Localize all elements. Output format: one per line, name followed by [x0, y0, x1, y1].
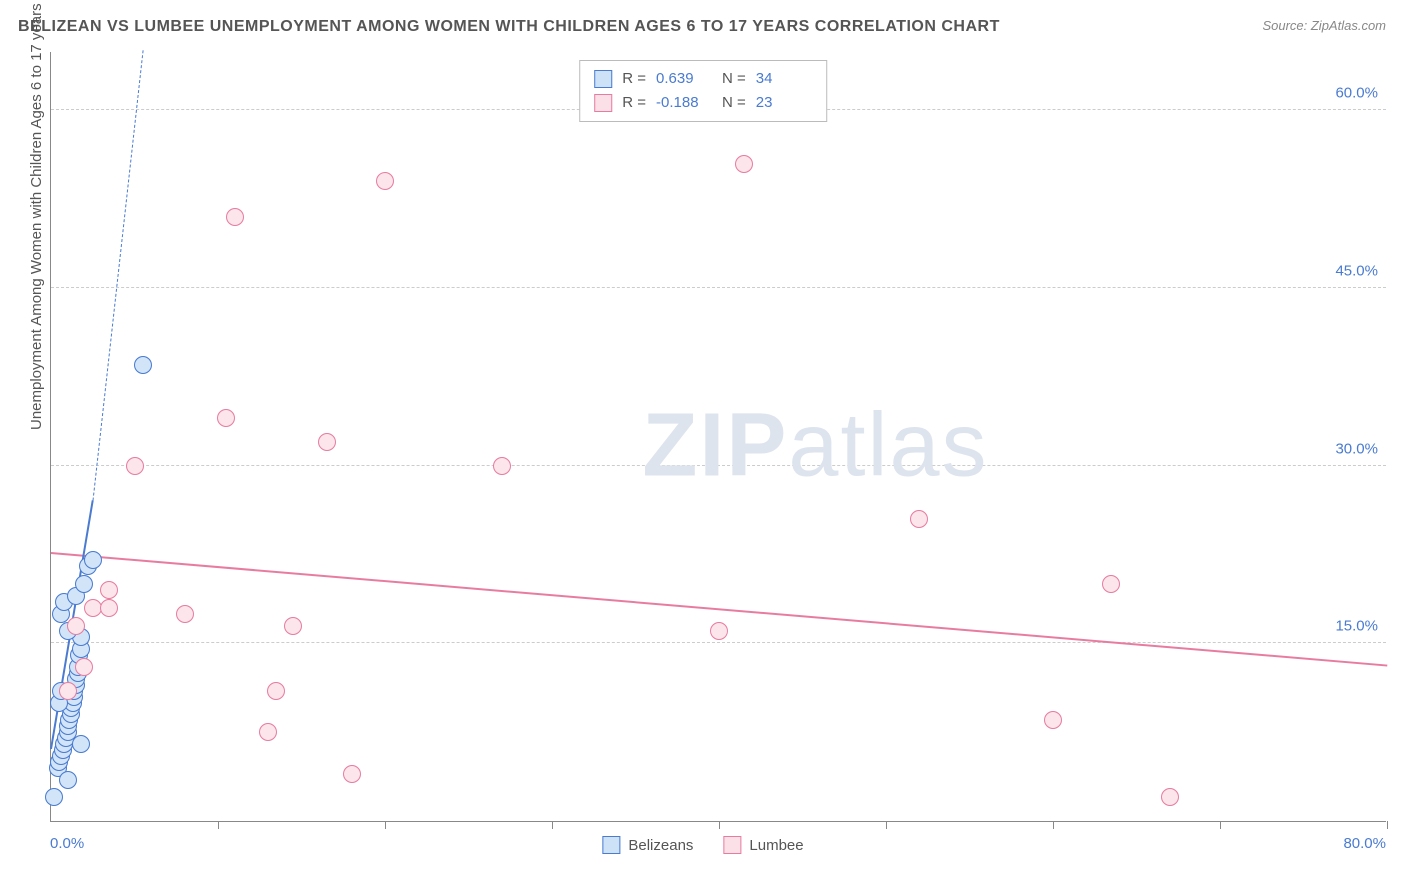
y-tick-label: 15.0% — [1335, 618, 1378, 635]
legend-n-label: N = — [722, 67, 746, 91]
x-tick — [385, 821, 386, 829]
data-point — [1161, 788, 1179, 806]
legend-swatch — [723, 836, 741, 854]
data-point — [259, 723, 277, 741]
data-point — [75, 575, 93, 593]
legend-n-label: N = — [722, 91, 746, 115]
data-point — [226, 208, 244, 226]
gridline — [51, 642, 1386, 643]
legend-swatch — [602, 836, 620, 854]
legend-n-value: 34 — [756, 67, 812, 91]
data-point — [1044, 711, 1062, 729]
legend-r-value: 0.639 — [656, 67, 712, 91]
legend-r-label: R = — [622, 67, 646, 91]
x-axis-end-label: 80.0% — [1343, 835, 1386, 852]
data-point — [1102, 575, 1120, 593]
x-tick — [719, 821, 720, 829]
chart-title: BELIZEAN VS LUMBEE UNEMPLOYMENT AMONG WO… — [18, 18, 1000, 36]
legend-label: Lumbee — [749, 837, 803, 854]
data-point — [343, 765, 361, 783]
data-point — [710, 622, 728, 640]
x-tick — [1220, 821, 1221, 829]
correlation-legend: R = 0.639 N = 34 R = -0.188 N = 23 — [579, 60, 827, 122]
y-tick-label: 60.0% — [1335, 85, 1378, 102]
series-legend: Belizeans Lumbee — [602, 836, 803, 854]
plot-area: 15.0% 30.0% 45.0% 60.0% — [50, 52, 1386, 822]
data-point — [84, 599, 102, 617]
y-tick-label: 45.0% — [1335, 262, 1378, 279]
data-point — [910, 510, 928, 528]
data-point — [735, 155, 753, 173]
data-point — [134, 356, 152, 374]
legend-swatch — [594, 94, 612, 112]
data-point — [84, 551, 102, 569]
x-tick — [886, 821, 887, 829]
trend-line — [51, 552, 1387, 667]
data-point — [376, 172, 394, 190]
source-attribution: Source: ZipAtlas.com — [1262, 18, 1386, 33]
data-point — [75, 658, 93, 676]
data-point — [45, 788, 63, 806]
y-tick-label: 30.0% — [1335, 440, 1378, 457]
legend-r-value: -0.188 — [656, 91, 712, 115]
legend-r-label: R = — [622, 91, 646, 115]
trend-line — [92, 50, 143, 500]
x-tick — [218, 821, 219, 829]
legend-label: Belizeans — [628, 837, 693, 854]
gridline — [51, 287, 1386, 288]
data-point — [267, 682, 285, 700]
data-point — [100, 599, 118, 617]
data-point — [493, 457, 511, 475]
x-tick — [1387, 821, 1388, 829]
data-point — [72, 735, 90, 753]
gridline — [51, 465, 1386, 466]
x-tick — [1053, 821, 1054, 829]
data-point — [318, 433, 336, 451]
legend-swatch — [594, 70, 612, 88]
legend-row: R = 0.639 N = 34 — [594, 67, 812, 91]
legend-item: Belizeans — [602, 836, 693, 854]
data-point — [284, 617, 302, 635]
legend-item: Lumbee — [723, 836, 803, 854]
data-point — [67, 617, 85, 635]
data-point — [176, 605, 194, 623]
x-axis-origin-label: 0.0% — [50, 835, 84, 852]
data-point — [59, 682, 77, 700]
data-point — [126, 457, 144, 475]
y-axis-title: Unemployment Among Women with Children A… — [28, 3, 45, 430]
data-point — [217, 409, 235, 427]
legend-row: R = -0.188 N = 23 — [594, 91, 812, 115]
data-point — [59, 771, 77, 789]
x-tick — [552, 821, 553, 829]
data-point — [100, 581, 118, 599]
legend-n-value: 23 — [756, 91, 812, 115]
